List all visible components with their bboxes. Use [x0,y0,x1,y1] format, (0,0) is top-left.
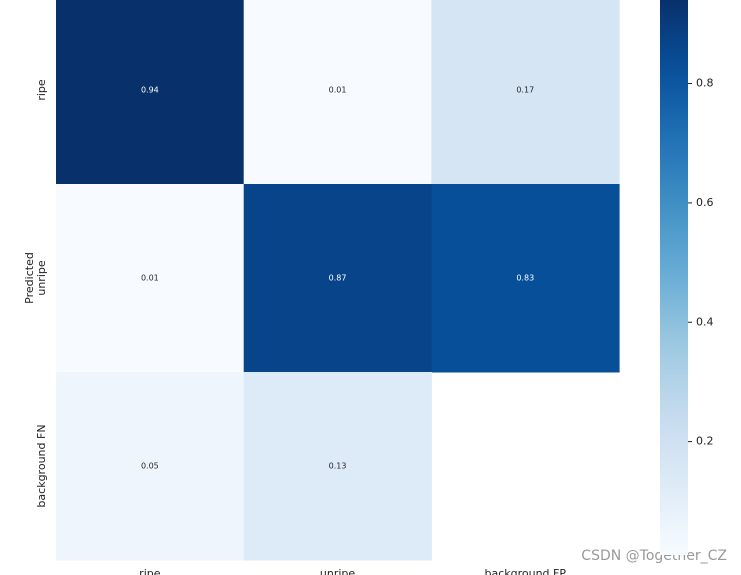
heatmap-cell [243,184,432,373]
y-tick-label: background FN [35,424,48,507]
heatmap-cell [56,372,245,561]
y-tick-label: unripe [35,260,48,296]
cell-value-label: 0.17 [516,86,534,95]
heatmap-cell [243,0,432,185]
x-tick-label: background FP [484,567,566,575]
colorbar-tick-label: 0.4 [696,315,714,328]
colorbar-tick-label: 0.6 [696,196,714,209]
heatmap-cell [431,184,620,373]
cell-value-label: 0.01 [329,86,347,95]
cell-value-label: 0.94 [141,86,159,95]
heatmap-cell [56,0,245,185]
heatmap-cell [56,184,245,373]
heatmap-cell [431,0,620,185]
cell-value-label: 0.01 [141,274,159,283]
cell-value-label: 0.05 [141,462,159,471]
cell-value-label: 0.83 [516,274,534,283]
colorbar-tick-label: 0.2 [696,435,714,448]
x-tick-label: ripe [139,567,161,575]
heatmap-cell [243,372,432,561]
y-axis-label: Predicted [23,252,36,304]
cell-value-label: 0.87 [329,274,347,283]
colorbar-tick-label: 0.8 [696,77,714,90]
x-tick-label: unripe [320,567,356,575]
watermark: CSDN @Together_CZ [581,548,727,564]
y-tick-label: ripe [35,79,48,101]
cell-value-label: 0.13 [329,462,347,471]
colorbar [660,0,688,555]
